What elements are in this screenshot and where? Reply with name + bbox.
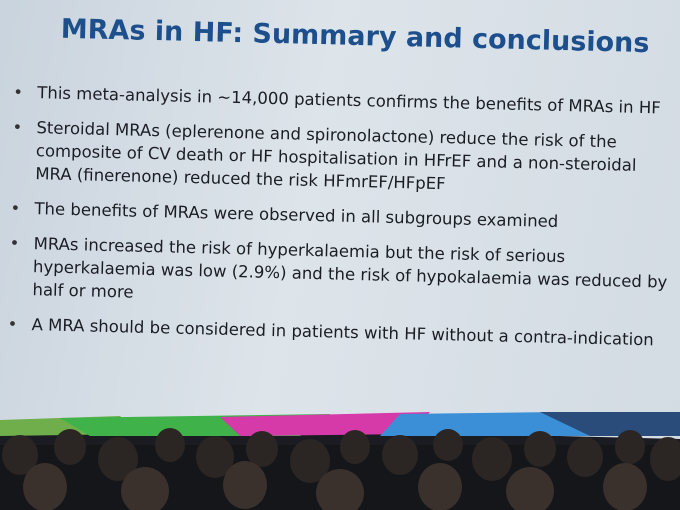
bullet-line: This meta-analysis in ~14,000 patients c…	[37, 83, 661, 118]
bullet: MRAs increased the risk of hyperkalaemia…	[4, 231, 668, 316]
bullet: This meta-analysis in ~14,000 patients c…	[9, 81, 672, 120]
bullet: A MRA should be considered in patients w…	[3, 312, 666, 351]
bullet: Steroidal MRAs (eplerenone and spironola…	[7, 115, 671, 200]
bullet-line: A MRA should be considered in patients w…	[31, 315, 654, 350]
slide-title: MRAs in HF: Summary and conclusions	[60, 13, 650, 60]
bullet-line: The benefits of MRAs were observed in al…	[34, 199, 559, 231]
bullet-list: This meta-analysis in ~14,000 patients c…	[3, 81, 672, 364]
audience	[0, 428, 680, 510]
slide: MRAs in HF: Summary and conclusions This…	[0, 0, 680, 439]
bullet: The benefits of MRAs were observed in al…	[6, 196, 669, 235]
slide-footer-strip	[0, 412, 680, 436]
